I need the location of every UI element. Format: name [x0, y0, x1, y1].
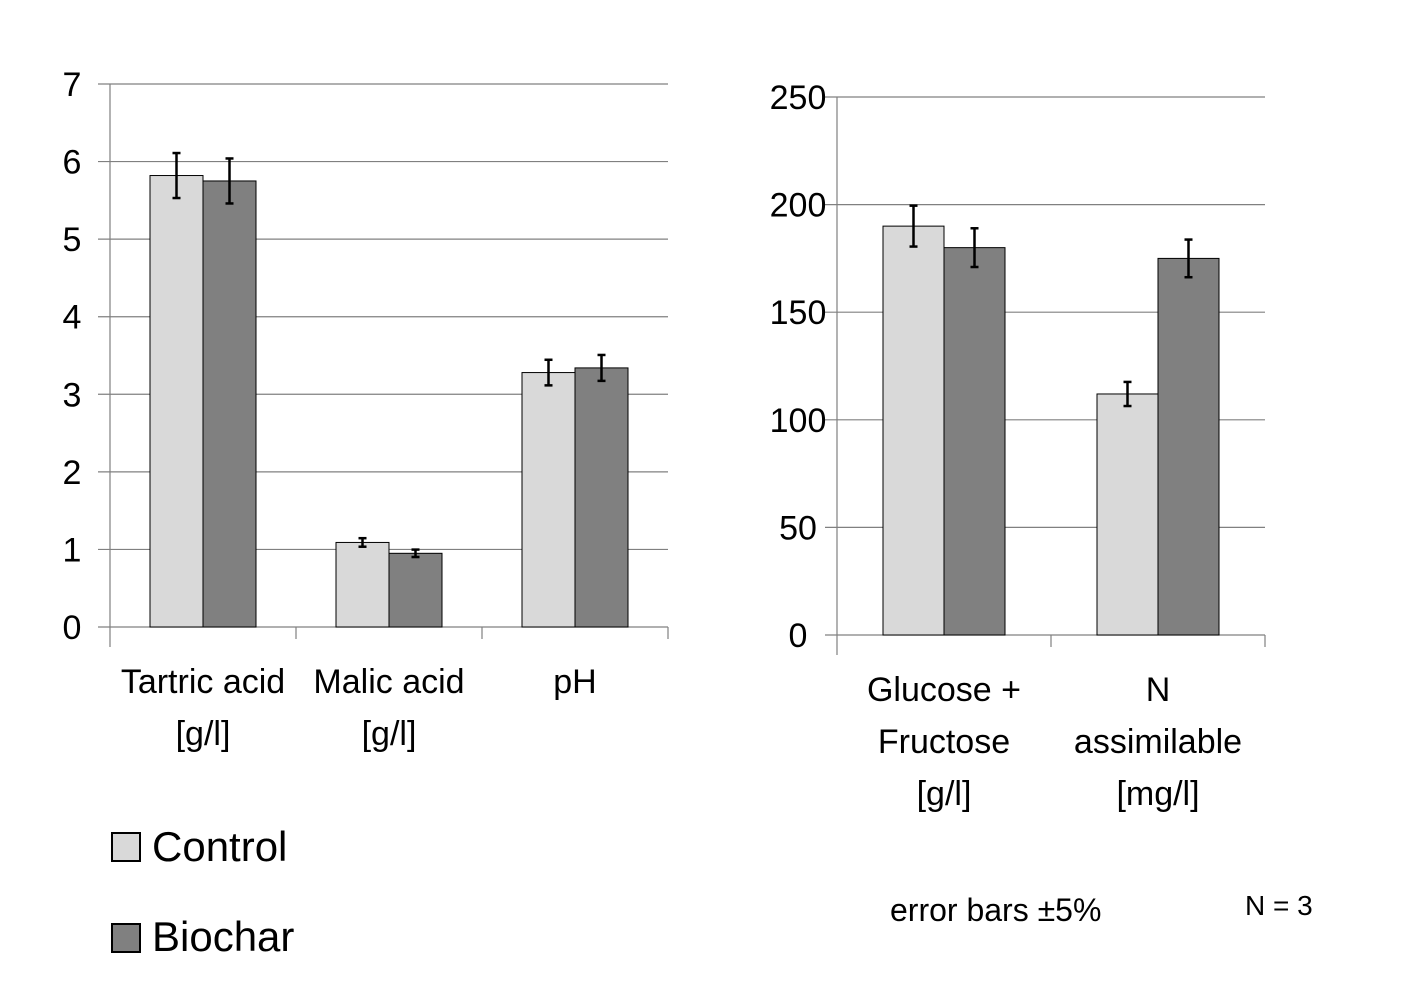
left-category-label: [g/l] [176, 715, 231, 753]
left-bar-control [521, 372, 576, 628]
right-ytick-label: 200 [770, 187, 827, 225]
left-bar-control [149, 175, 204, 628]
left-category-label: [g/l] [362, 715, 417, 753]
right-category-label: N [1146, 671, 1171, 709]
left-bar-biochar [388, 552, 443, 628]
legend-swatch-biochar [111, 923, 141, 953]
left-category-label: Tartric acid [121, 663, 285, 701]
right-category-label: [g/l] [917, 775, 972, 813]
left-ytick-label: 0 [63, 609, 82, 647]
right-ytick-label: 0 [789, 617, 808, 655]
left-bar-biochar [202, 180, 257, 628]
left-ytick-label: 5 [63, 221, 82, 259]
right-chart: 0 50 100 150 200 250 Glucose + Fructose [g/l] Nas… [770, 79, 1266, 813]
right-category-label: [mg/l] [1116, 775, 1199, 813]
right-bar-control [1096, 393, 1159, 636]
left-bar-biochar [574, 367, 629, 628]
left-ytick-label: 2 [63, 454, 82, 492]
right-bar-biochar [1157, 257, 1220, 636]
right-ytick-label: 100 [770, 402, 827, 440]
right-bar-control [882, 225, 945, 636]
sample-size-note: N = 3 [1245, 890, 1313, 921]
right-category-label: Fructose [878, 723, 1010, 761]
left-bar-control [335, 541, 390, 628]
right-ytick-label: 250 [770, 79, 827, 117]
left-chart: 0 1 2 3 4 5 6 7 Tartric acid [g/l] Malic acid [g/l]… [63, 66, 669, 753]
left-ytick-label: 1 [63, 531, 82, 569]
left-ytick-label: 6 [63, 144, 82, 182]
legend-swatch-control [111, 832, 141, 862]
left-ytick-label: 7 [63, 66, 82, 104]
right-category-label: assimilable [1074, 723, 1242, 761]
right-bar-biochar [943, 247, 1006, 636]
right-category-label: Glucose + [867, 671, 1021, 709]
right-ytick-label: 50 [779, 509, 817, 547]
error-bars-note: error bars ±5% [890, 892, 1101, 928]
right-ytick-label: 150 [770, 294, 827, 332]
left-ytick-label: 3 [63, 376, 82, 414]
left-category-label: pH [553, 663, 596, 701]
legend-label-biochar: Biochar [152, 913, 294, 960]
left-category-label: Malic acid [313, 663, 464, 701]
legend: Control Biochar [111, 823, 294, 960]
legend-label-control: Control [152, 823, 287, 870]
left-ytick-label: 4 [63, 299, 82, 337]
